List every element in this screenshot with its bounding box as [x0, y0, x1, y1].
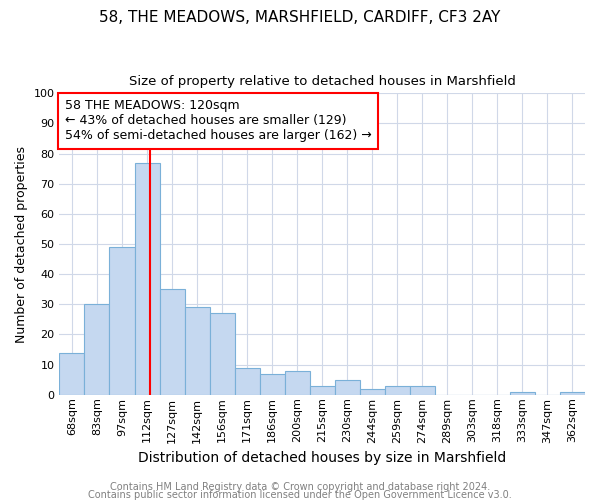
Y-axis label: Number of detached properties: Number of detached properties	[15, 146, 28, 342]
Text: Contains HM Land Registry data © Crown copyright and database right 2024.: Contains HM Land Registry data © Crown c…	[110, 482, 490, 492]
Title: Size of property relative to detached houses in Marshfield: Size of property relative to detached ho…	[129, 75, 515, 88]
Bar	[209, 314, 235, 395]
Bar	[360, 388, 385, 395]
Bar	[235, 368, 260, 395]
Bar	[284, 370, 310, 395]
Bar	[185, 308, 209, 395]
Text: 58 THE MEADOWS: 120sqm
← 43% of detached houses are smaller (129)
54% of semi-de: 58 THE MEADOWS: 120sqm ← 43% of detached…	[65, 100, 371, 142]
Bar	[260, 374, 284, 395]
Bar	[335, 380, 360, 395]
X-axis label: Distribution of detached houses by size in Marshfield: Distribution of detached houses by size …	[138, 451, 506, 465]
Bar	[160, 290, 185, 395]
Bar	[85, 304, 109, 395]
Bar	[109, 247, 134, 395]
Bar	[134, 162, 160, 395]
Bar	[560, 392, 585, 395]
Bar	[310, 386, 335, 395]
Bar	[510, 392, 535, 395]
Text: Contains public sector information licensed under the Open Government Licence v3: Contains public sector information licen…	[88, 490, 512, 500]
Bar	[410, 386, 435, 395]
Bar	[385, 386, 410, 395]
Text: 58, THE MEADOWS, MARSHFIELD, CARDIFF, CF3 2AY: 58, THE MEADOWS, MARSHFIELD, CARDIFF, CF…	[100, 10, 500, 25]
Bar	[59, 352, 85, 395]
